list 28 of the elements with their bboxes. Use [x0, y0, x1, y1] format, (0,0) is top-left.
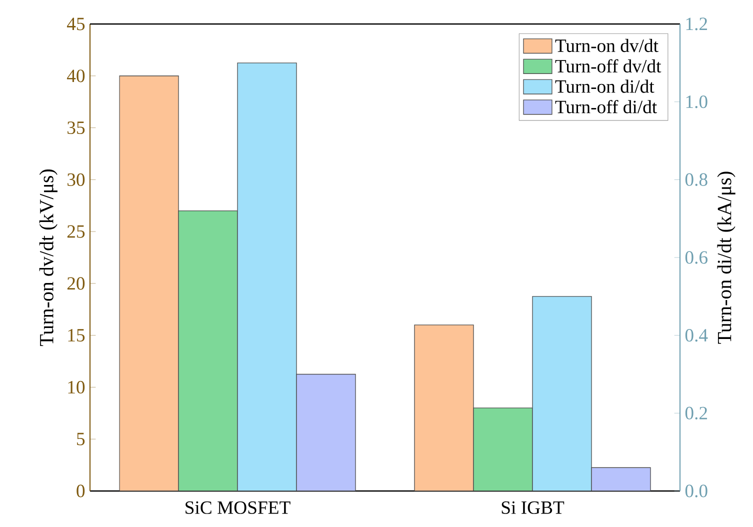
y2-axis-title: Turn-on di/dt (kA/μs): [717, 172, 736, 344]
legend-label: Turn-on di/dt: [555, 80, 654, 93]
y-tick-label: 5: [77, 432, 85, 446]
y-tick-label: 40: [66, 70, 85, 82]
y-tick-label: 30: [68, 173, 85, 186]
bar: [119, 76, 179, 491]
y2-tick-label: 0.8: [685, 173, 708, 186]
y-tick-label: 10: [68, 380, 85, 394]
y2-tick-label: 1.0: [686, 95, 708, 108]
y-tick-label: 25: [67, 225, 85, 238]
legend-label: Turn-off di/dt: [555, 100, 658, 114]
legend-label: Turn-on dv/dt: [555, 38, 658, 52]
y2-tick-label: 0.2: [685, 406, 708, 420]
legend-label: Turn-off dv/dt: [555, 59, 662, 73]
x-tick-label: Si IGBT: [502, 501, 564, 514]
y-axis-title: Turn-on dv/dt (kV/μs): [39, 170, 58, 346]
bar: [414, 324, 474, 491]
y-tick-label: 45: [66, 18, 85, 30]
y2-tick-label: 0.0: [685, 484, 708, 498]
y2-tick-label: 0.6: [685, 251, 708, 264]
y2-tick-label: 1.2: [686, 18, 708, 30]
x-tick-label: SiC MOSFET: [186, 501, 290, 514]
y-tick-label: 20: [67, 277, 85, 290]
y-tick-label: 0: [76, 484, 85, 498]
y-tick-label: 35: [68, 122, 85, 134]
y-tick-label: 15: [68, 329, 85, 342]
y2-tick-label: 0.4: [685, 328, 708, 342]
bar: [532, 296, 592, 491]
